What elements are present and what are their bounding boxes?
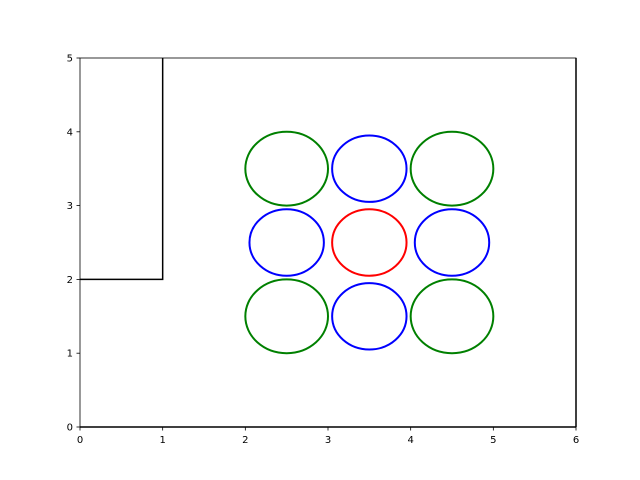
axes-frame <box>79 57 577 428</box>
y-tick-label: 0 <box>67 423 73 434</box>
x-tick-label: 0 <box>77 435 83 446</box>
plot-area <box>80 58 577 428</box>
circle-mark <box>244 278 329 355</box>
circle-mark <box>244 130 329 207</box>
y-tick-label: 2 <box>67 275 73 286</box>
y-tick-label: 5 <box>67 54 73 65</box>
x-tick-label: 3 <box>325 435 331 446</box>
x-tick-label: 4 <box>407 435 413 446</box>
y-tick-label: 1 <box>67 349 73 360</box>
boundary-line <box>80 58 164 281</box>
axes: 0 1 2 3 4 5 6 0 1 2 3 4 5 <box>67 54 580 447</box>
y-tick-label: 4 <box>67 127 73 138</box>
circle-mark <box>409 278 495 355</box>
x-tick-label: 5 <box>490 435 496 446</box>
circle-mark <box>409 130 495 207</box>
circle-mark <box>331 208 408 277</box>
circle-mark <box>413 208 491 277</box>
y-tick-label: 3 <box>67 201 73 212</box>
circle-mark <box>331 282 408 351</box>
x-tick-label: 6 <box>573 435 579 446</box>
x-tick-label: 2 <box>242 435 248 446</box>
circle-mark <box>248 208 325 277</box>
circle-mark <box>331 134 408 203</box>
x-tick-label: 1 <box>159 435 165 446</box>
